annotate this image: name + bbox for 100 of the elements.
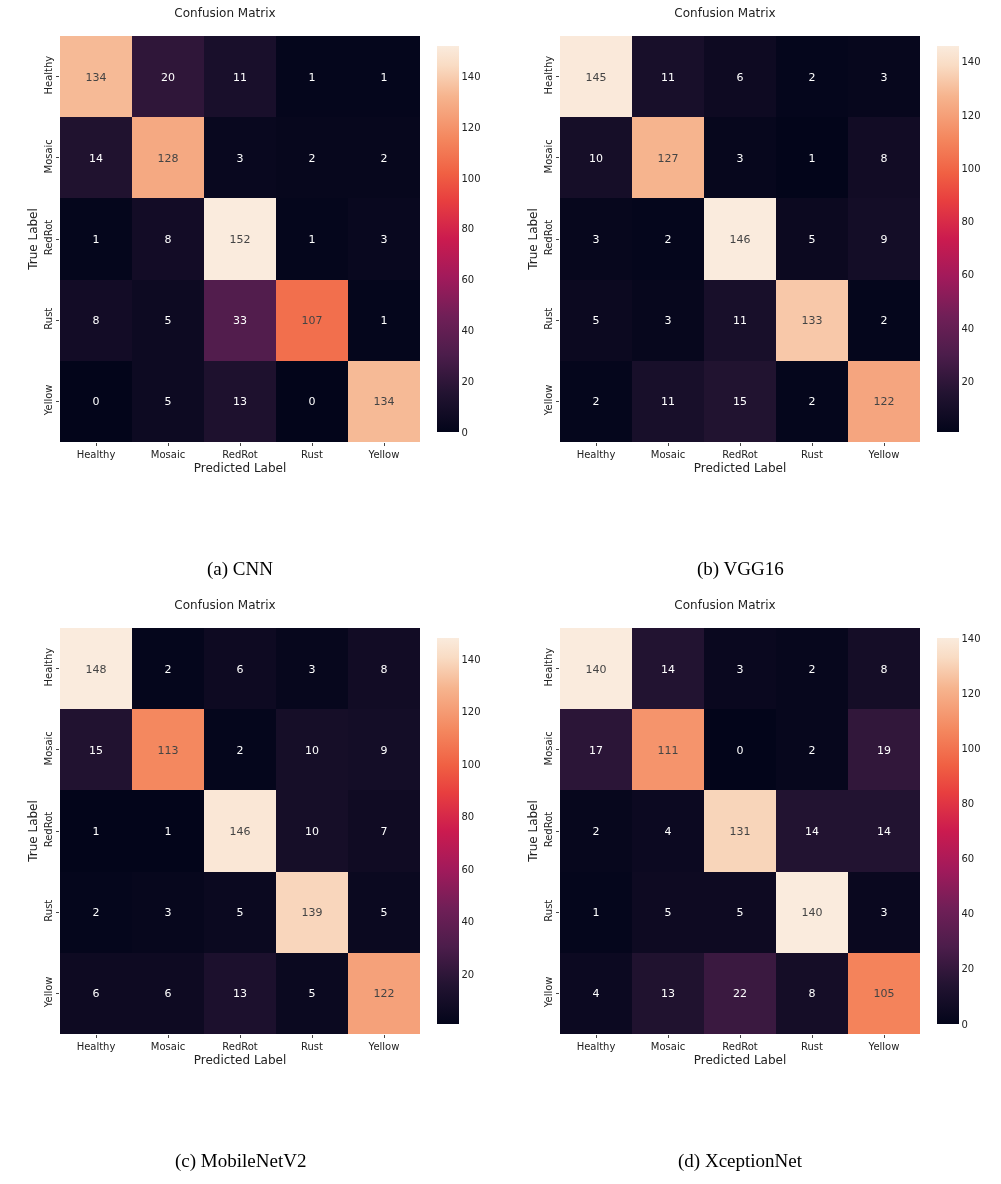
y-axis-title: True Label	[26, 800, 41, 863]
data-label: 134	[85, 70, 107, 84]
data-label: 131	[729, 824, 751, 838]
y-tick-label: Yellow	[43, 384, 54, 417]
color-bar-label: 120	[961, 687, 981, 699]
data-label: 22	[733, 986, 747, 1000]
data-label: 1	[308, 232, 316, 246]
x-tick-label: Healthy	[76, 449, 116, 460]
data-label: 3	[880, 70, 888, 84]
color-bar-label: 60	[961, 269, 975, 281]
data-label: 2	[592, 824, 600, 838]
data-label: 8	[164, 232, 172, 246]
data-label: 8	[380, 662, 388, 676]
data-label: 2	[808, 743, 816, 757]
color-bar-label: 80	[461, 811, 475, 823]
y-axis-title: True Label	[526, 208, 541, 271]
data-label: 4	[664, 824, 672, 838]
y-tick-label: Healthy	[43, 55, 54, 95]
data-label: 17	[589, 743, 603, 757]
data-label: 1	[92, 232, 100, 246]
data-label: 13	[661, 986, 675, 1000]
color-bar-label: 140	[461, 70, 481, 82]
y-tick-label: Yellow	[543, 976, 554, 1009]
data-label: 8	[880, 662, 888, 676]
data-label: 1	[92, 824, 100, 838]
color-bar-label: 100	[961, 742, 981, 754]
y-tick-label: Rust	[43, 307, 54, 330]
data-label: 3	[880, 905, 888, 919]
y-tick-label: RedRot	[43, 811, 54, 848]
data-label: 145	[585, 70, 607, 84]
color-bar-label: 40	[461, 916, 475, 928]
y-tick-label: Mosaic	[543, 731, 554, 766]
data-label: 2	[236, 743, 244, 757]
data-label: 1	[592, 905, 600, 919]
data-label: 13	[233, 394, 247, 408]
data-label: 4	[592, 986, 600, 1000]
data-label: 146	[729, 232, 751, 246]
data-label: 128	[157, 151, 179, 165]
data-label: 9	[380, 743, 388, 757]
x-tick-label: Rust	[801, 449, 824, 460]
data-label: 5	[164, 394, 172, 408]
data-label: 19	[877, 743, 891, 757]
color-bar-label: 60	[461, 274, 475, 286]
color-bar-label: 100	[461, 758, 481, 770]
data-label: 14	[877, 824, 891, 838]
data-label: 11	[733, 313, 747, 327]
data-label: 10	[305, 824, 319, 838]
data-label: 140	[801, 905, 823, 919]
data-label: 113	[157, 743, 179, 757]
data-label: 3	[736, 151, 744, 165]
data-label: 0	[92, 394, 100, 408]
y-tick-label: Mosaic	[543, 139, 554, 174]
y-tick-label: Rust	[543, 307, 554, 330]
data-label: 13	[233, 986, 247, 1000]
data-label: 15	[733, 394, 747, 408]
data-label: 107	[301, 313, 323, 327]
color-bar-label: 40	[961, 908, 975, 920]
x-tick-label: RedRot	[222, 1041, 258, 1052]
x-axis-title: Predicted Label	[193, 460, 287, 475]
data-label: 11	[661, 394, 675, 408]
data-label: 14	[805, 824, 819, 838]
data-label: 11	[233, 70, 247, 84]
color-bar-label: 60	[461, 863, 475, 875]
text: (d) XceptionNet	[678, 1150, 803, 1172]
x-axis-title: Predicted Label	[693, 1052, 787, 1067]
x-tick-label: RedRot	[722, 449, 758, 460]
data-label: 148	[85, 662, 107, 676]
data-label: 5	[236, 905, 244, 919]
y-tick-label: Yellow	[43, 976, 54, 1009]
x-tick-label: Mosaic	[150, 449, 186, 460]
data-label: 6	[164, 986, 172, 1000]
x-tick-label: Rust	[301, 1041, 324, 1052]
chart-title: Confusion Matrix	[674, 598, 776, 613]
data-label: 5	[164, 313, 172, 327]
data-label: 3	[236, 151, 244, 165]
chart-title: Confusion Matrix	[174, 598, 276, 613]
data-label: 20	[161, 70, 175, 84]
color-bar-label: 140	[961, 632, 981, 644]
color-bar-label: 0	[961, 1018, 968, 1030]
text: (b) VGG16	[697, 558, 784, 580]
color-bar-label: 80	[461, 223, 475, 235]
data-label: 139	[301, 905, 323, 919]
color-bar-label: 60	[961, 853, 975, 865]
data-label: 14	[661, 662, 675, 676]
data-label: 1	[380, 70, 388, 84]
data-label: 5	[808, 232, 816, 246]
text: (a) CNN	[207, 558, 274, 580]
data-label: 10	[305, 743, 319, 757]
data-label: 1	[380, 313, 388, 327]
text: (c) MobileNetV2	[175, 1150, 307, 1172]
data-label: 1	[164, 824, 172, 838]
color-bar-label: 120	[461, 706, 481, 718]
data-label: 0	[736, 743, 744, 757]
color-bar-label: 80	[961, 216, 975, 228]
data-label: 5	[380, 905, 388, 919]
color-bar-label: 100	[961, 162, 981, 174]
data-label: 9	[880, 232, 888, 246]
data-label: 2	[880, 313, 888, 327]
data-label: 2	[808, 662, 816, 676]
x-tick-label: Yellow	[367, 1041, 400, 1052]
